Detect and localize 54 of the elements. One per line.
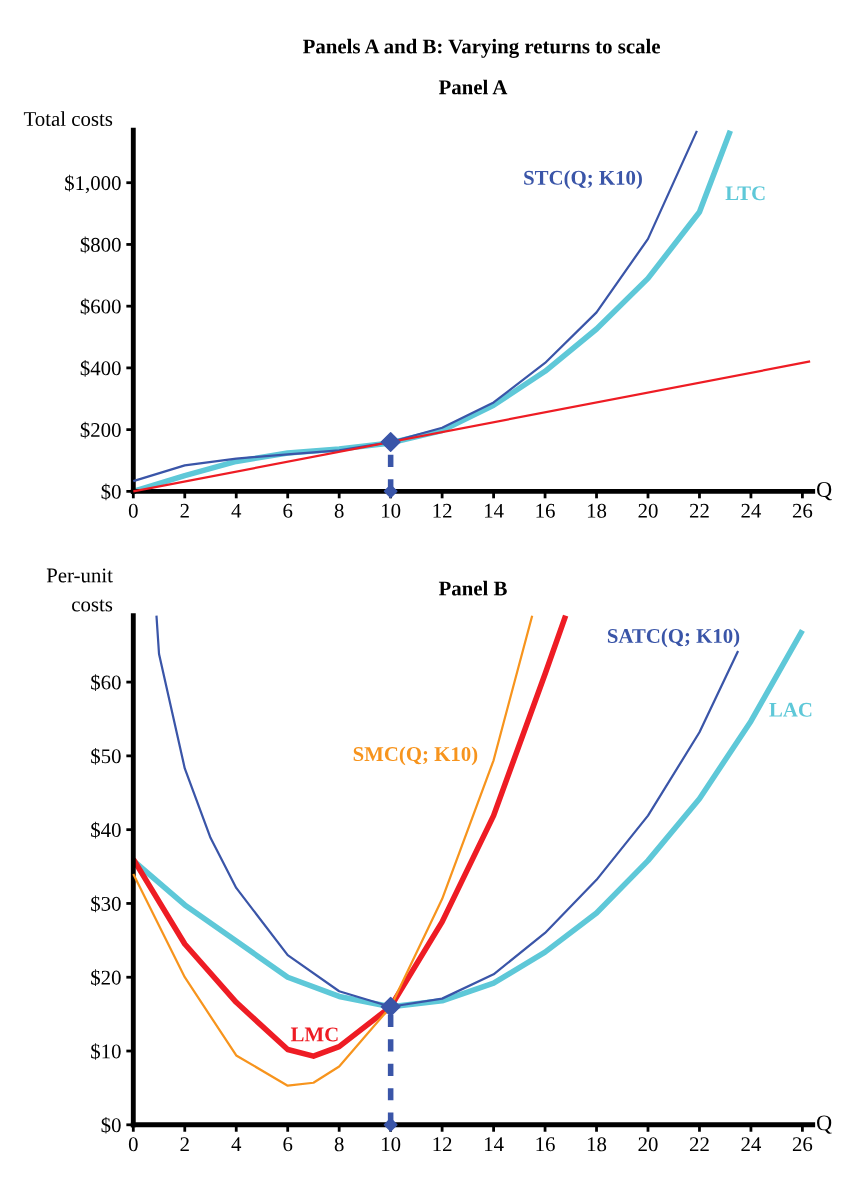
x-tick-label: 20 [638, 1137, 658, 1152]
x-tick-label: 18 [587, 1137, 607, 1152]
y-tick-label: $60 [91, 674, 121, 691]
x-tick-label: 14 [485, 503, 504, 518]
y-axis-title: Per-unit costs [46, 568, 113, 612]
y-tick-label: $800 [80, 236, 121, 254]
x-tick-label: 24 [741, 503, 762, 518]
y-tick-label: $0 [101, 483, 121, 501]
chart-subtitle: Panel A [438, 79, 508, 95]
x-tick-label: 8 [334, 1137, 344, 1152]
x-tick-label: 12 [433, 1137, 452, 1152]
x-tick-label: 24 [741, 1137, 762, 1152]
x-tick-label: 20 [638, 503, 658, 518]
y-tick-label: $1,000 [65, 174, 121, 194]
y-tick-label: $0 [101, 1116, 121, 1134]
x-tick-label: 16 [536, 503, 555, 518]
x-tick-label: 2 [180, 1137, 189, 1152]
x-tick-label: 22 [689, 1137, 709, 1152]
x-tick-label: 10 [382, 503, 401, 518]
x-tick-label: 26 [792, 503, 813, 518]
x-axis-title: Q [817, 481, 832, 501]
y-tick-label: $40 [91, 821, 121, 839]
y-tick-label: $200 [80, 421, 121, 439]
x-tick-label: 6 [283, 1137, 293, 1152]
y-tick-label: $600 [80, 298, 121, 315]
x-tick-label: 4 [231, 1137, 242, 1152]
x-tick-label: 8 [334, 503, 344, 518]
x-tick-label: 12 [433, 503, 452, 518]
chart-title: Panel B [438, 580, 507, 596]
x-tick-label: 16 [536, 1137, 555, 1152]
x-tick-label: 22 [689, 503, 709, 518]
y-tick-label: $10 [91, 1043, 121, 1060]
series-label: LMC [290, 1027, 338, 1042]
x-tick-label: 26 [792, 1137, 813, 1152]
x-tick-label: 0 [128, 503, 138, 518]
y-tick-label: $30 [91, 895, 121, 913]
x-tick-label: 18 [587, 503, 607, 518]
x-tick-label: 14 [485, 1137, 504, 1152]
series-label: SMC(Q; K10) [353, 746, 478, 766]
x-tick-label: 4 [231, 503, 242, 518]
x-tick-label: 0 [128, 1137, 138, 1152]
x-tick-label: 10 [382, 1137, 401, 1152]
series-label: LTC [725, 186, 765, 201]
chart-title: Panels A and B: Varying returns to scale [303, 38, 661, 58]
y-tick-label: $400 [80, 360, 121, 377]
series-label: LAC [769, 702, 812, 717]
x-tick-label: 6 [283, 503, 293, 518]
y-tick-label: $50 [91, 748, 121, 765]
x-tick-label: 2 [180, 503, 189, 518]
series-label: SATC(Q; K10) [607, 628, 740, 648]
y-tick-label: $20 [91, 969, 121, 987]
x-axis-title: Q [817, 1115, 832, 1134]
series-label: STC(Q; K10) [524, 170, 642, 190]
y-axis-title: Total costs [23, 111, 113, 127]
